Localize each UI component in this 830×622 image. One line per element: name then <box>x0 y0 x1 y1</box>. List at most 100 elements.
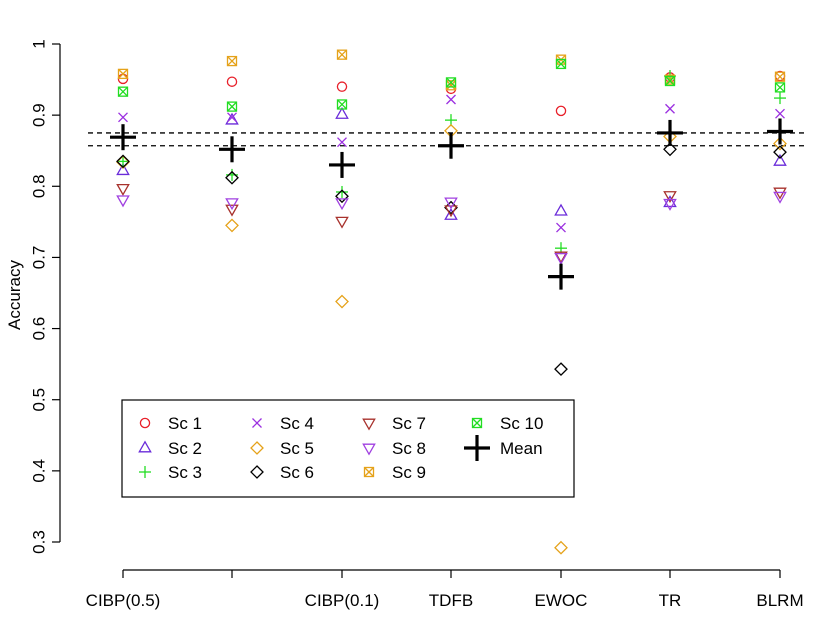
legend: Sc 1 Sc 2 Sc 3 Sc 4 Sc 5 Sc 6 Sc 7 Sc 8 Sc 9 Sc 1… <box>121 399 575 498</box>
data-point <box>554 252 568 265</box>
data-point <box>555 105 567 117</box>
data-point <box>227 112 237 123</box>
data-point <box>335 189 349 204</box>
legend-item: Sc 1 <box>139 414 202 433</box>
data-point <box>225 218 239 233</box>
data-point <box>116 154 130 169</box>
data-point <box>657 119 683 146</box>
legend-label: Sc 2 <box>168 439 202 458</box>
legend-item: Sc 7 <box>362 414 426 433</box>
data-point <box>773 136 787 151</box>
data-point <box>554 203 568 216</box>
legend-marker <box>252 418 262 428</box>
series-sc-10 <box>117 58 786 112</box>
data-point <box>773 187 787 200</box>
series-sc-3 <box>117 70 786 255</box>
series-sc-7 <box>116 183 787 264</box>
data-point <box>665 103 675 114</box>
data-point <box>444 205 458 218</box>
y-tick-label: 0.4 <box>29 459 48 483</box>
data-point <box>774 92 786 105</box>
data-point <box>767 118 793 145</box>
data-point <box>110 124 136 151</box>
x-tick-label: EWOC <box>535 591 588 610</box>
legend-marker <box>362 443 376 456</box>
legend-marker <box>250 441 264 455</box>
data-point <box>774 82 786 93</box>
legend-marker <box>139 417 151 429</box>
data-point <box>554 251 568 264</box>
data-point <box>226 101 238 112</box>
data-point <box>116 183 130 196</box>
data-point <box>225 112 239 125</box>
series-mean <box>110 118 793 290</box>
data-point <box>445 77 457 88</box>
legend-label: Sc 10 <box>500 414 543 433</box>
legend-item: Sc 9 <box>363 463 426 482</box>
data-point <box>773 191 787 204</box>
legend-label: Sc 3 <box>168 463 202 482</box>
data-point <box>774 71 786 82</box>
data-point <box>117 68 129 80</box>
x-tick-label: TDFB <box>429 591 473 610</box>
data-point <box>438 132 464 159</box>
data-points <box>110 49 793 555</box>
data-point <box>446 94 456 105</box>
data-point <box>663 198 677 211</box>
legend-marker <box>362 418 376 431</box>
data-point <box>225 204 239 217</box>
data-point <box>225 170 239 185</box>
data-point <box>773 145 787 160</box>
y-tick-label: 0.3 <box>29 530 48 554</box>
data-point <box>336 81 348 92</box>
legend-marker <box>471 417 483 429</box>
data-point <box>117 155 129 168</box>
data-point <box>336 185 348 198</box>
data-point <box>116 195 130 208</box>
data-point <box>335 216 349 229</box>
data-point <box>225 198 239 211</box>
legend-item: Mean <box>464 435 543 461</box>
y-axis-label: Accuracy <box>5 260 24 330</box>
legend-label: Sc 7 <box>392 414 426 433</box>
x-tick-label: TR <box>659 591 682 610</box>
series-sc-6 <box>116 142 787 377</box>
data-point <box>329 151 355 178</box>
data-point <box>335 106 349 119</box>
data-point <box>773 153 787 166</box>
y-tick-label: 0.5 <box>29 388 48 412</box>
x-tick-label: BLRM <box>756 591 803 610</box>
legend-label: Sc 6 <box>280 463 314 482</box>
data-point <box>335 198 349 211</box>
series-sc-2 <box>116 106 787 220</box>
series-sc-4 <box>118 94 785 233</box>
data-point <box>337 137 347 148</box>
legend-label: Sc 1 <box>168 414 202 433</box>
y-tick-label: 0.8 <box>29 174 48 198</box>
data-point <box>226 76 238 87</box>
legend-marker <box>250 465 264 479</box>
x-tick-label: CIBP(0.1) <box>305 591 380 610</box>
axes: 0.3 0.4 0.5 0.6 0.7 0.8 0.9 1 CIBP(0.5) CIBP(0.1)… <box>29 39 803 610</box>
legend-label: Sc 4 <box>280 414 314 433</box>
data-point <box>335 294 349 309</box>
legend-marker <box>138 440 152 453</box>
reference-lines <box>88 132 805 147</box>
data-point <box>556 222 566 233</box>
data-point <box>336 99 348 110</box>
legend-item: Sc 4 <box>252 414 314 433</box>
data-point <box>548 263 574 290</box>
data-point <box>554 540 568 555</box>
legend-label: Mean <box>500 439 543 458</box>
legend-marker <box>363 466 375 478</box>
legend-item: Sc 8 <box>362 439 426 458</box>
legend-item: Sc 3 <box>139 463 202 482</box>
y-tick-label: 0.9 <box>29 103 48 127</box>
legend-item: Sc 10 <box>471 414 543 433</box>
data-point <box>117 86 129 97</box>
legend-marker <box>464 435 490 461</box>
data-point <box>219 136 245 163</box>
series-sc-8 <box>116 191 787 265</box>
y-tick-label: 1 <box>29 39 48 48</box>
